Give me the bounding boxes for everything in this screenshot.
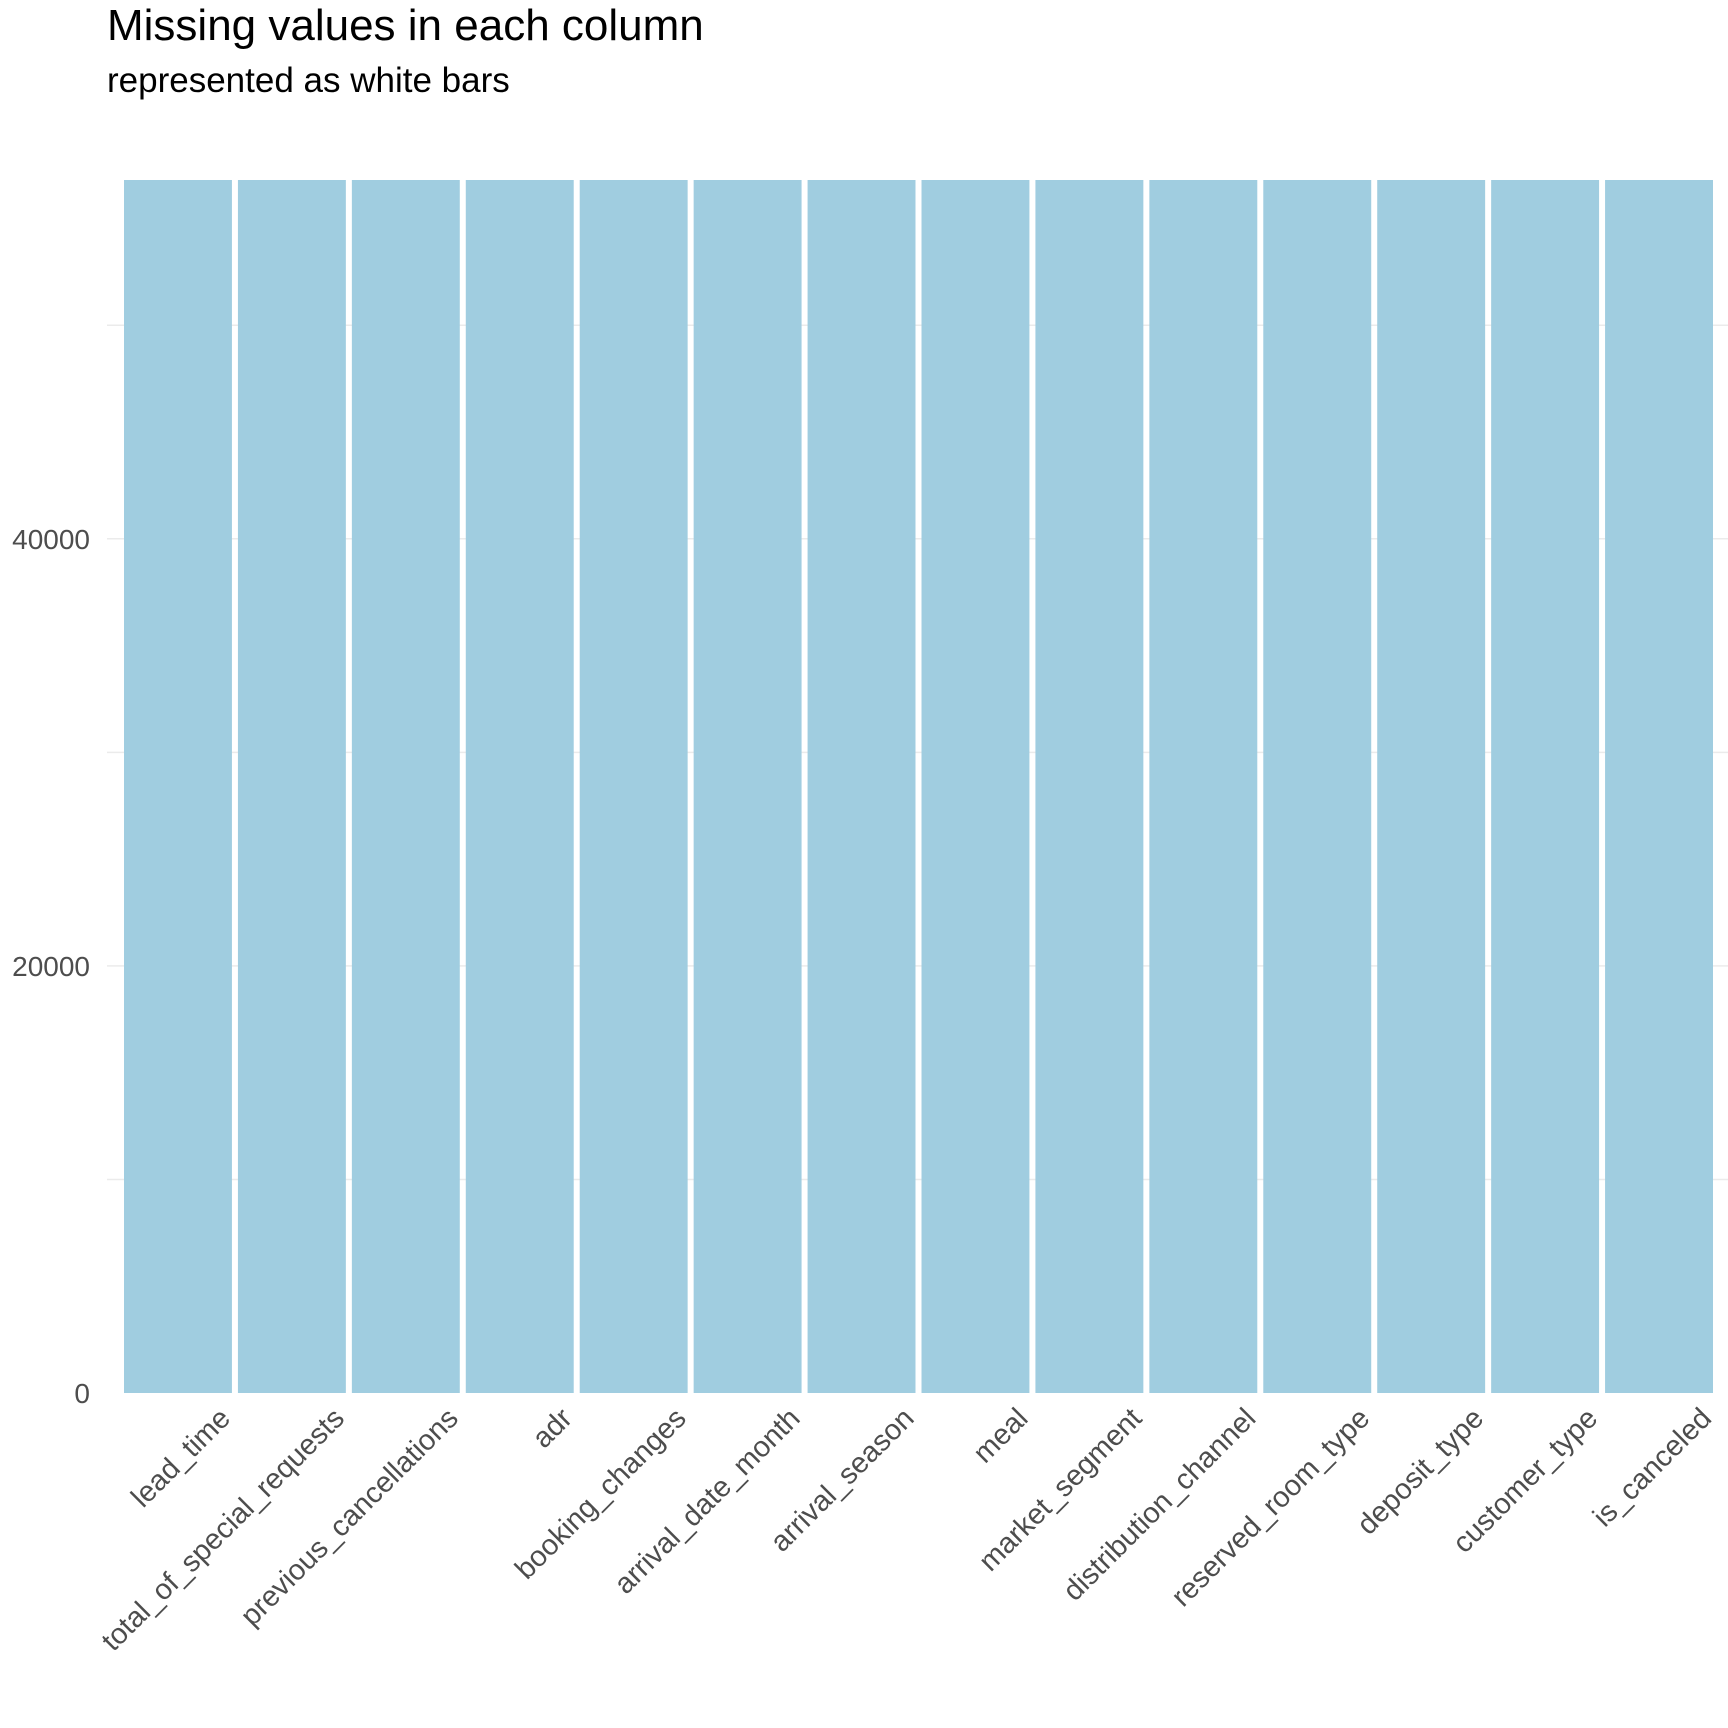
- y-axis-tick-labels: 0 20000 40000: [12, 524, 90, 1409]
- bar-lead-time: [124, 180, 232, 1393]
- x-tick-label-adr: adr: [526, 1402, 579, 1455]
- x-tick-label-is-canceled: is_canceled: [1587, 1402, 1718, 1533]
- y-tick-label: 40000: [12, 524, 90, 555]
- bar-customer-type: [1491, 180, 1600, 1393]
- x-axis-tick-labels: lead_timetotal_of_special_requestsprevio…: [96, 1402, 1718, 1657]
- x-tick-label-meal: meal: [967, 1402, 1034, 1469]
- bar-meal: [921, 180, 1030, 1393]
- bar-deposit-type: [1377, 180, 1486, 1393]
- bar-distribution-channel: [1149, 180, 1258, 1393]
- y-tick-label: 20000: [12, 951, 90, 982]
- bar-adr: [465, 180, 574, 1393]
- bar-total-of-special-requests: [237, 180, 346, 1393]
- bar-booking-changes: [579, 180, 688, 1393]
- chart-subtitle: represented as white bars: [107, 61, 510, 100]
- y-tick-label: 0: [74, 1378, 90, 1409]
- x-tick-label-total-of-special-requests: total_of_special_requests: [96, 1402, 351, 1657]
- bar-is-canceled: [1605, 180, 1713, 1393]
- x-tick-label-reserved-room-type: reserved_room_type: [1165, 1402, 1376, 1613]
- bar-reserved-room-type: [1263, 180, 1372, 1393]
- bars-layer: [124, 180, 1713, 1393]
- x-tick-label-lead-time: lead_time: [125, 1402, 237, 1514]
- x-tick-label-previous-cancellations: previous_cancellations: [235, 1402, 465, 1632]
- x-tick-label-distribution-channel: distribution_channel: [1057, 1402, 1262, 1607]
- bar-arrival-season: [807, 180, 916, 1393]
- chart-title: Missing values in each column: [107, 1, 704, 50]
- bar-previous-cancellations: [351, 180, 460, 1393]
- bar-market-segment: [1035, 180, 1144, 1393]
- bar-arrival-date-month: [693, 180, 802, 1393]
- x-tick-label-arrival-date-month: arrival_date_month: [608, 1402, 806, 1600]
